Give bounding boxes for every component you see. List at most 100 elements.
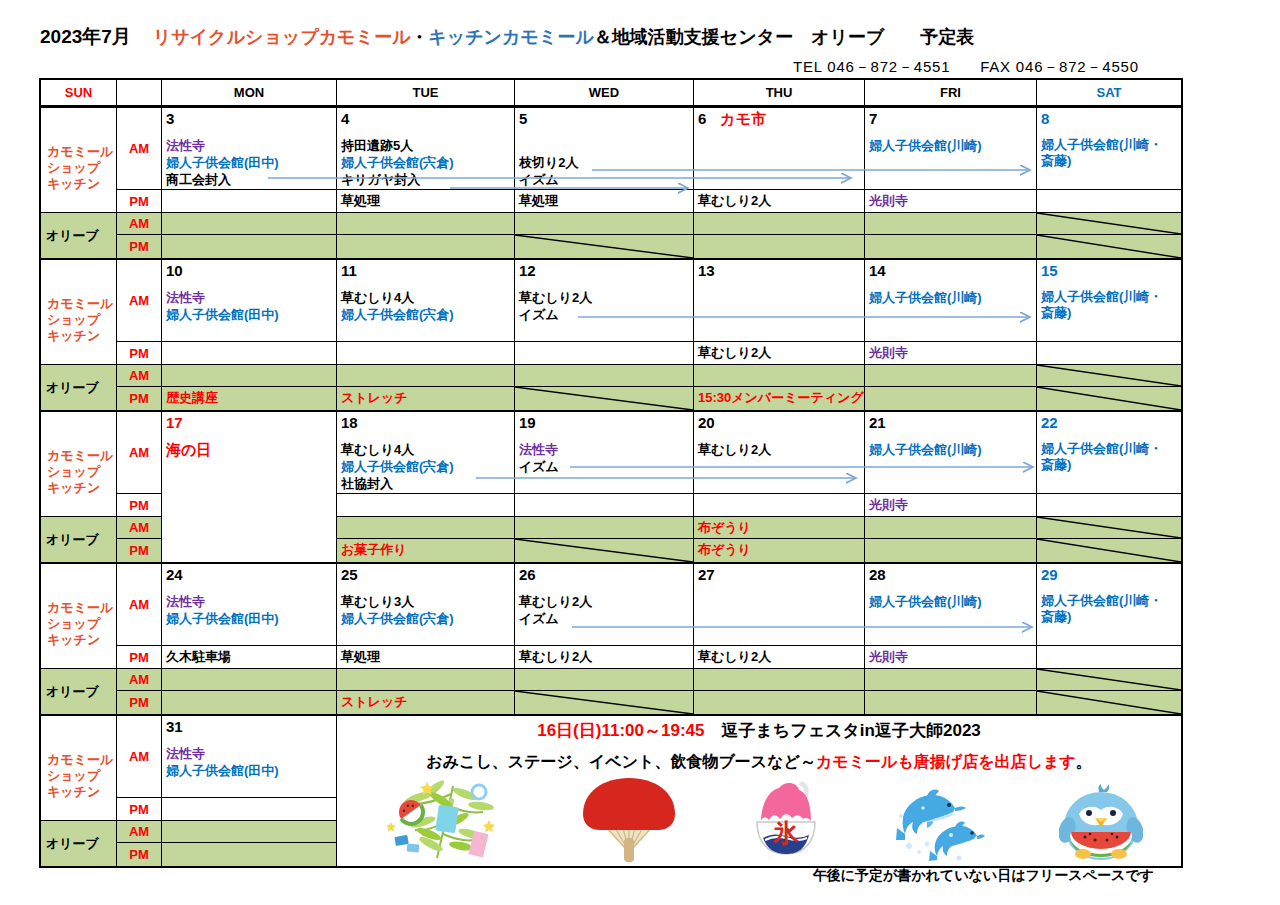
row-label-olive: オリーブ: [41, 821, 117, 866]
day-pm-cell: 光則寺: [865, 494, 1037, 517]
olive-pm-cell: [162, 843, 337, 866]
event-text: 商工会封入: [166, 171, 336, 188]
ampm-pm: PM: [117, 342, 162, 365]
date-number: 13: [698, 262, 864, 280]
day-am-cell: 28婦人子供会館(川崎): [865, 562, 1037, 646]
calendar-table: SUNMONTUEWEDTHUFRISATカモミールショップキッチンオリーブAM…: [39, 78, 1183, 868]
title-dot: ・: [410, 27, 428, 47]
date-number: 5: [519, 110, 693, 128]
day-pm-cell: [515, 342, 694, 365]
event-text: イズム: [519, 171, 693, 188]
day-pm-cell: [162, 190, 337, 213]
date-number: 14: [869, 262, 1036, 280]
event-text: 婦人子供会館(川崎): [869, 441, 1036, 458]
header-TUE: TUE: [337, 80, 515, 106]
contact-tel-fax: TEL 046－872－4551 FAX 046－872－4550: [793, 58, 1139, 77]
olive-pm-cell: [1037, 235, 1181, 258]
olive-pm-cell: [865, 235, 1037, 258]
olive-am-cell: [865, 213, 1037, 235]
dolphins-illustration: [893, 788, 985, 866]
row-label-chamomile: カモミールショップキッチン: [41, 410, 117, 517]
header-SUN: SUN: [41, 80, 117, 106]
title-shop-name: リサイクルショップカモミール: [153, 27, 410, 47]
olive-pm-cell: お菓子作り: [337, 539, 515, 562]
olive-pm-cell: [694, 235, 865, 258]
event-text: 婦人子供会館(田中): [166, 154, 336, 171]
date-number: 25: [341, 566, 514, 584]
event-text: 婦人子供会館(田中): [166, 306, 336, 323]
tanabata-illustration: [387, 780, 505, 866]
event-text: 持田遺跡5人: [341, 137, 514, 154]
event-text: 草むしり2人: [698, 441, 864, 458]
row-label-chamomile: カモミールショップキッチン: [41, 258, 117, 365]
date-number: 29: [1041, 566, 1181, 584]
day-am-cell: 7婦人子供会館(川崎): [865, 106, 1037, 190]
event-text: 婦人子供会館(川崎): [869, 593, 1036, 610]
day-pm-cell: 草むしり2人: [694, 646, 865, 669]
ampm-olive-pm: PM: [117, 235, 162, 258]
day-pm-cell: [1037, 646, 1181, 669]
ampm-am: AM: [117, 714, 162, 798]
day-pm-cell: [162, 342, 337, 365]
event-text: 法性寺: [166, 137, 336, 154]
day-pm-cell: [162, 798, 337, 821]
diagonal-slash: [515, 691, 693, 714]
event-text: 草むしり4人: [341, 441, 514, 458]
event-text: ストレッチ: [337, 387, 514, 406]
date-number: 22: [1041, 414, 1181, 432]
olive-am-cell: 布ぞうり: [694, 517, 865, 539]
ampm-olive-am: AM: [117, 213, 162, 235]
day-pm-cell: 光則寺: [865, 646, 1037, 669]
olive-pm-cell: [515, 387, 694, 410]
olive-pm-cell: 15:30メンバーミーティング: [694, 387, 865, 410]
diagonal-slash: [515, 387, 693, 410]
title-kitchen-name: キッチンカモミール: [428, 27, 593, 47]
olive-am-cell: [515, 669, 694, 691]
olive-am-cell: [162, 213, 337, 235]
title-rest: ＆地域活動支援センター オリーブ 予定表: [594, 27, 975, 47]
olive-pm-cell: [694, 691, 865, 714]
date-number: 3: [166, 110, 336, 128]
diagonal-slash: [1037, 691, 1181, 714]
olive-pm-cell: [515, 691, 694, 714]
olive-am-cell: [515, 517, 694, 539]
event-text: 法性寺: [166, 593, 336, 610]
event-text: [519, 137, 693, 154]
olive-am-cell: [515, 213, 694, 235]
olive-pm-cell: ストレッチ: [337, 691, 515, 714]
day-am-cell: 11草むしり4人婦人子供会館(宍倉): [337, 258, 515, 342]
date-number: 8: [1041, 110, 1181, 128]
event-text: 婦人子供会館(田中): [166, 610, 336, 627]
olive-pm-cell: [162, 691, 337, 714]
olive-am-cell: [694, 365, 865, 387]
row-label-olive: オリーブ: [41, 213, 117, 258]
diagonal-slash: [1037, 387, 1181, 410]
ampm-am: AM: [117, 562, 162, 646]
date-number: 26: [519, 566, 693, 584]
day-am-cell: 13: [694, 258, 865, 342]
date-number: 15: [1041, 262, 1181, 280]
olive-am-cell: [694, 213, 865, 235]
olive-am-cell: [337, 517, 515, 539]
olive-am-cell: [1037, 669, 1181, 691]
festival-title: 16日(日)11:00～19:45 逗子まちフェスタin逗子大師2023: [337, 719, 1181, 742]
day-am-cell: 20草むしり2人: [694, 410, 865, 494]
date-number: 17: [166, 414, 336, 432]
olive-pm-cell: [865, 691, 1037, 714]
festival-description: おみこし、ステージ、イベント、飲食物ブースなど～カモミールも唐揚げ店を出店します…: [337, 752, 1181, 773]
olive-pm-cell: [162, 235, 337, 258]
day-am-cell: 12草むしり2人イズム: [515, 258, 694, 342]
schedule-page: 2023年7月リサイクルショップカモミール・キッチンカモミール＆地域活動支援セン…: [0, 0, 1280, 905]
event-text: 枝切り2人: [519, 154, 693, 171]
date-number: 27: [698, 566, 864, 584]
diagonal-slash: [1037, 517, 1181, 538]
date-number: 19: [519, 414, 693, 432]
ampm-olive-pm: PM: [117, 387, 162, 410]
day-am-cell: 29婦人子供会館(川崎・斎藤): [1037, 562, 1181, 646]
event-text: 婦人子供会館(宍倉): [341, 610, 514, 627]
event-text: 光則寺: [865, 190, 1036, 209]
event-text: 草むしり2人: [519, 289, 693, 306]
event-text: 草処理: [515, 190, 693, 209]
day-am-cell: 25草むしり3人婦人子供会館(宍倉): [337, 562, 515, 646]
olive-pm-cell: [515, 235, 694, 258]
